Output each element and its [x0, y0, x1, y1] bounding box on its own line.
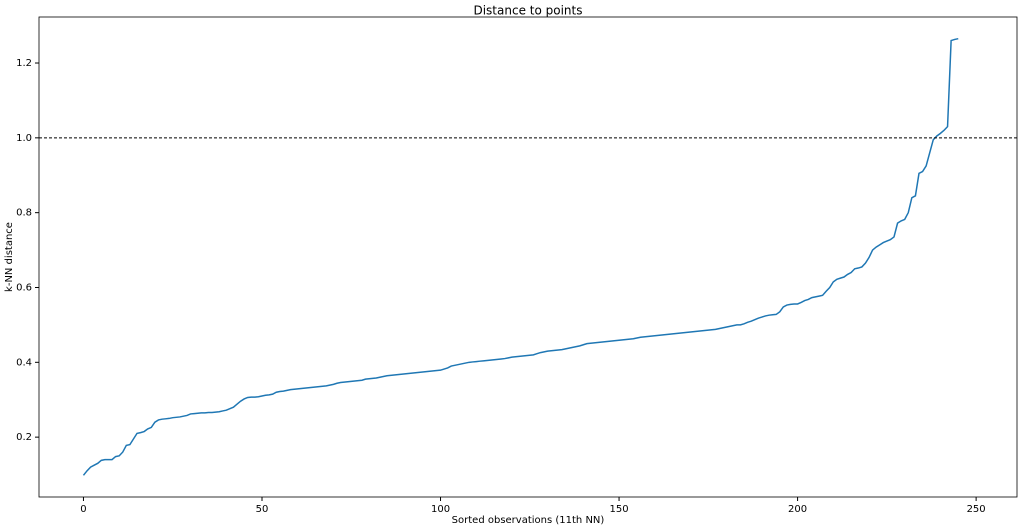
y-axis-label: k-NN distance: [4, 222, 15, 292]
y-tick-label: 0.2: [16, 432, 32, 443]
x-tick-label: 250: [967, 504, 986, 515]
y-tick-label: 1.0: [16, 133, 32, 144]
x-tick-label: 0: [80, 504, 86, 515]
x-tick-label: 200: [788, 504, 807, 515]
x-axis-label: Sorted observations (11th NN): [452, 515, 605, 526]
y-tick-label: 1.2: [16, 58, 32, 69]
x-tick-label: 100: [431, 504, 450, 515]
y-tick-label: 0.8: [16, 208, 32, 219]
y-tick-label: 0.4: [16, 357, 32, 368]
data-line: [82, 37, 959, 476]
x-tick-label: 50: [256, 504, 269, 515]
y-tick-label: 0.6: [16, 282, 32, 293]
plot-frame: [38, 16, 1018, 498]
chart-title: Distance to points: [473, 4, 582, 18]
x-tick-label: 150: [610, 504, 629, 515]
